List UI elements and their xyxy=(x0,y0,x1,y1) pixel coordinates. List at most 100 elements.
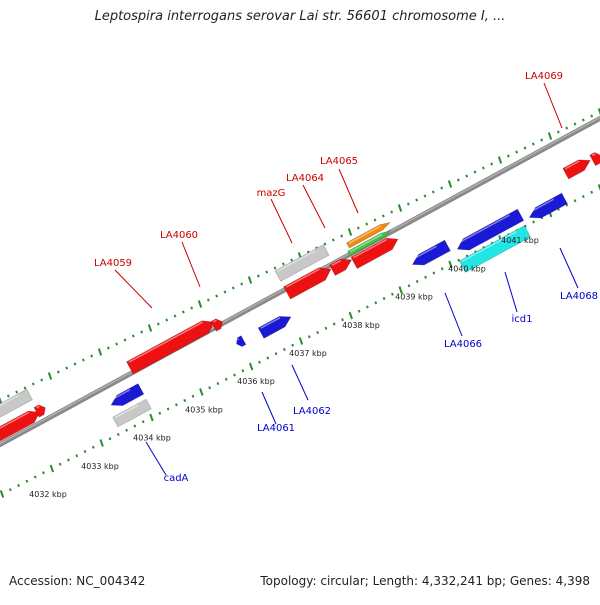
major-tick xyxy=(149,413,154,422)
minor-tick xyxy=(67,458,70,462)
scale-label: 4034 kbp xyxy=(133,434,171,443)
gene-icd1-upper xyxy=(456,208,525,251)
minor-tick xyxy=(532,220,535,224)
minor-tick xyxy=(223,290,227,294)
minor-tick xyxy=(291,343,295,347)
minor-tick xyxy=(125,428,128,432)
major-tick xyxy=(347,228,353,236)
minor-tick xyxy=(173,314,177,318)
gene-forward-far-right xyxy=(589,152,600,167)
minor-tick xyxy=(390,292,394,296)
gene-features xyxy=(0,152,600,443)
leader-line xyxy=(543,82,563,129)
major-tick xyxy=(247,276,253,284)
scale-label: 4038 kbp xyxy=(342,321,380,330)
minor-tick xyxy=(341,318,344,322)
gene-label-la4069: LA4069 xyxy=(525,71,563,82)
minor-tick xyxy=(17,483,20,488)
minor-tick xyxy=(166,407,170,411)
scale-label: 4036 kbp xyxy=(237,377,275,386)
minor-tick xyxy=(15,390,19,394)
minor-tick xyxy=(323,242,327,246)
label-leaders xyxy=(114,82,579,476)
leader-line xyxy=(444,292,463,337)
gene-la4068 xyxy=(528,192,568,219)
major-tick xyxy=(398,286,403,294)
minor-tick xyxy=(233,373,236,377)
minor-tick xyxy=(73,362,77,366)
gene-label-la4062: LA4062 xyxy=(293,406,331,417)
leader-line xyxy=(145,441,167,476)
minor-tick xyxy=(56,370,60,374)
scale-label: 4041 kbp xyxy=(501,236,539,245)
minor-tick xyxy=(331,238,335,242)
leader-line xyxy=(559,247,579,289)
minor-tick xyxy=(42,471,45,475)
reverse-tick-ring xyxy=(0,184,600,498)
gene-grey-cada-adjacent xyxy=(112,398,152,428)
gene-label-la4060: LA4060 xyxy=(160,230,198,241)
gene-la4065 xyxy=(350,237,399,270)
topology-summary: Topology: circular; Length: 4,332,241 bp… xyxy=(260,574,590,588)
minor-tick xyxy=(141,420,145,424)
major-tick xyxy=(248,362,254,371)
major-tick xyxy=(0,396,3,404)
gene-label-la4064: LA4064 xyxy=(286,173,324,184)
forward-tick-ring xyxy=(0,108,600,404)
minor-tick xyxy=(590,190,594,194)
minor-tick xyxy=(415,198,419,202)
minor-tick xyxy=(191,394,195,398)
major-tick xyxy=(597,184,600,192)
minor-tick xyxy=(582,194,585,199)
minor-tick xyxy=(573,122,577,126)
minor-tick xyxy=(215,294,219,298)
minor-tick xyxy=(75,454,79,458)
minor-tick xyxy=(356,226,360,230)
minor-tick xyxy=(274,352,278,356)
minor-tick xyxy=(531,142,535,146)
gene-grey-mazg-region xyxy=(274,244,330,282)
minor-tick xyxy=(33,475,37,479)
minor-tick xyxy=(90,354,94,358)
minor-tick xyxy=(216,381,220,386)
minor-tick xyxy=(91,445,95,449)
minor-tick xyxy=(240,282,244,286)
gene-small-forward xyxy=(210,318,223,332)
major-tick xyxy=(447,180,453,188)
minor-tick xyxy=(224,377,228,381)
minor-tick xyxy=(540,138,544,142)
minor-tick xyxy=(365,222,369,226)
minor-tick xyxy=(25,479,29,483)
gene-reverse-small xyxy=(236,335,247,347)
minor-tick xyxy=(23,386,27,390)
minor-tick xyxy=(373,218,377,222)
minor-tick xyxy=(290,258,294,262)
minor-tick xyxy=(65,366,69,370)
minor-tick xyxy=(106,346,110,350)
scale-label: 4037 kbp xyxy=(289,349,327,358)
leader-line xyxy=(270,198,293,244)
major-tick xyxy=(99,439,104,447)
minor-tick xyxy=(81,358,85,362)
gene-label-la4061: LA4061 xyxy=(257,423,295,434)
minor-tick xyxy=(324,326,328,330)
minor-tick xyxy=(424,275,427,279)
leader-line xyxy=(181,241,201,288)
minor-tick xyxy=(374,301,378,305)
minor-tick xyxy=(415,279,419,284)
major-tick xyxy=(199,388,204,396)
minor-tick xyxy=(273,266,277,270)
minor-tick xyxy=(31,382,35,386)
gene-la4062 xyxy=(257,316,292,339)
minor-tick xyxy=(165,318,169,322)
major-tick xyxy=(49,464,55,473)
minor-tick xyxy=(440,267,444,271)
major-tick xyxy=(97,348,103,356)
minor-tick xyxy=(83,449,87,454)
map-title: Leptospira interrogans serovar Lai str. … xyxy=(94,9,506,24)
gene-la4066 xyxy=(411,239,451,266)
minor-tick xyxy=(456,178,460,182)
